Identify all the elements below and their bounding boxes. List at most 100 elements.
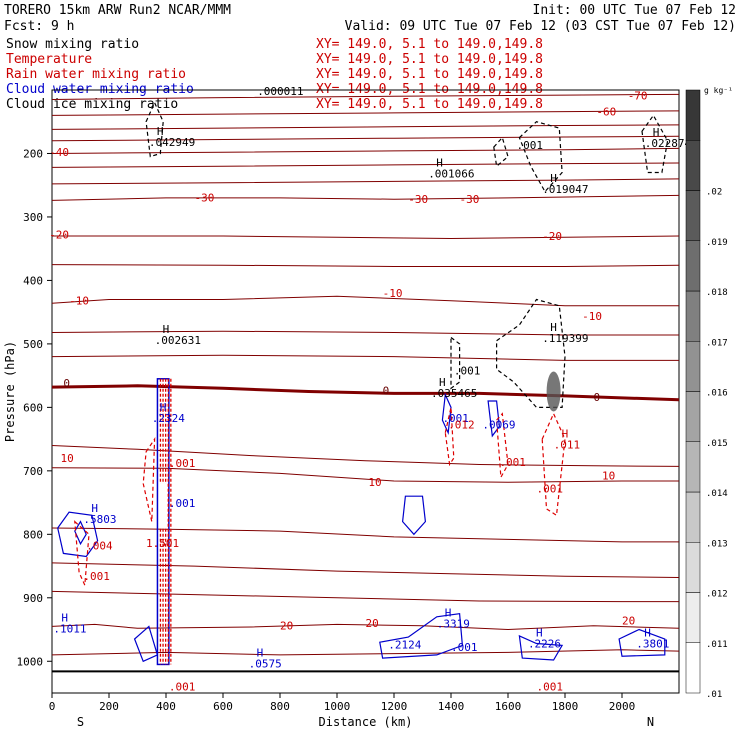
contour-value-label: .0575 [249,658,282,671]
north-end-label: N [647,715,654,729]
rain-column-gap [159,483,167,528]
x-tick-label: 2000 [609,700,636,713]
isotherm-line [51,264,680,267]
cloud-contour [496,298,566,408]
high-marker: H [157,125,164,138]
field-name: Cloud ice mixing ratio [6,97,178,112]
isotherm-line [51,590,679,603]
isotherm-label: -30 [408,193,428,206]
colorbar-level-label: .012 [706,590,728,600]
y-tick-label: 200 [23,147,43,160]
isotherm-label: 20 [622,614,635,627]
isotherm-line [51,295,679,307]
cloud-contour [518,634,564,661]
contour-value-label: .001 [169,497,196,510]
x-tick-label: 1800 [552,700,579,713]
contour-value-label: .001 [517,139,544,152]
colorbar-segment [685,89,701,141]
south-end-label: S [77,715,84,729]
colorbar-level-label: .016 [706,389,728,399]
isotherm-line [51,330,679,336]
isotherm-label: 20 [366,617,379,630]
axes: 0 200 400 600 800 1000 1200 1400 1600 1800 2000200… [3,147,654,729]
colorbar-level-label: .01 [706,690,722,700]
high-marker: H [163,323,170,336]
cloud-contour [57,511,99,558]
zero-isotherm-line [51,384,680,402]
colorbar-level-label: .019 [706,238,728,248]
isotherm-line [51,562,680,578]
isotherm-line [51,93,680,100]
colorbar-segment [685,140,701,191]
x-tick-label: 600 [213,700,233,713]
contour-value-label: .2226 [528,637,561,650]
cloud-contour [444,407,455,467]
cloud-contour [379,613,464,659]
init-time: Init: 00 UTC Tue 07 Feb 12 [533,3,737,18]
contour-value-label: .001 [169,680,196,693]
isotherm-label: -30 [195,192,215,205]
isotherm-label: -40 [49,146,69,159]
contour-value-label: .012 [448,418,475,431]
field-xy: XY= 149.0, 5.1 to 149.0,149.8 [316,37,543,52]
valid-time: Valid: 09 UTC Tue 07 Feb 12 (03 CST Tue … [345,19,736,34]
high-marker: H [257,647,264,660]
cloud-contour [618,628,666,657]
isotherm-line [51,162,680,168]
cloud-contour [495,412,509,480]
colorbar-segment [685,542,701,593]
y-tick-label: 700 [23,465,43,478]
isotherm-label: 10 [61,452,74,465]
x-tick-label: 400 [156,700,176,713]
contour-value-label: .001 [169,457,196,470]
isotherm-line [51,124,680,130]
high-marker: H [536,626,543,639]
field-name: Rain water mixing ratio [6,67,186,82]
colorbar-segment [685,491,701,543]
isotherm-line [51,147,680,154]
contour-labels: -70 -60 -40 -30 -30 -30 -20 -20 -10 -10 -10 10 10 10 2… [49,85,691,693]
cloud-contour [441,392,452,436]
colorbar-level-label: .02 [706,188,722,198]
isotherm-line [51,623,680,631]
high-marker: H [436,157,443,170]
contour-value-label: .001 [442,412,469,425]
high-marker: H [562,428,569,441]
field-xy: XY= 149.0, 5.1 to 149.0,149.8 [316,97,543,112]
x-tick-label: 800 [270,700,290,713]
contour-value-label: .3801 [636,637,669,650]
y-tick-label: 300 [23,211,43,224]
field-legend: Snow mixing ratio XY= 149.0, 5.1 to 149.0… [6,37,543,112]
x-tick-label: 1600 [495,700,522,713]
contour-value-label: .035465 [431,387,477,400]
field-name: Temperature [6,52,92,67]
contour-value-label: .011 [554,439,581,452]
x-tick-label: 1200 [381,700,408,713]
isotherm-label: 10 [602,470,615,483]
contour-value-label: .002631 [155,334,201,347]
forecast-hour: Fcst: 9 h [4,19,74,34]
zero-isotherm-label: 0 [383,385,390,398]
isotherm-line [51,354,679,361]
isotherm-line [52,235,680,240]
isotherm-label: 10 [368,476,381,489]
temperature-contours [51,93,680,673]
colorbar-segment [685,341,701,392]
colorbar-level-label: .013 [706,539,728,549]
colorbar-segment [685,441,701,493]
contour-value-label: .3319 [437,618,470,631]
high-marker: H [91,502,98,515]
contour-value-label: .0069 [482,418,515,431]
cloud-contour [493,136,509,168]
contour-value-label: .001 [451,641,478,654]
cloud-contour [641,114,669,174]
cloud-contour [487,400,501,438]
snow-maximum-shade [546,371,561,412]
x-axis-title: Distance (km) [319,715,413,729]
contour-value-label: .000011 [257,85,303,98]
colorbar-unit: g kg⁻¹ [704,86,733,95]
colorbar-level-label: .017 [706,338,728,348]
cloud-contour [142,437,156,522]
field-xy: XY= 149.0, 5.1 to 149.0,149.8 [316,67,543,82]
